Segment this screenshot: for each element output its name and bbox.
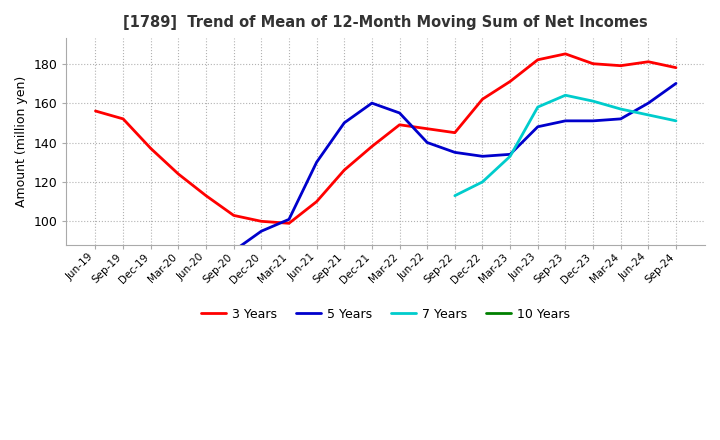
3 Years [340, 168, 348, 173]
3 Years [202, 193, 210, 198]
3 Years [312, 199, 321, 204]
3 Years [395, 122, 404, 128]
7 Years [478, 179, 487, 184]
5 Years [644, 100, 652, 106]
5 Years [230, 248, 238, 253]
3 Years [257, 219, 266, 224]
5 Years [451, 150, 459, 155]
7 Years [589, 99, 598, 104]
5 Years [534, 124, 542, 129]
5 Years [395, 110, 404, 116]
5 Years [423, 140, 431, 145]
3 Years [174, 172, 183, 177]
5 Years [312, 160, 321, 165]
3 Years [230, 213, 238, 218]
5 Years [561, 118, 570, 124]
3 Years [561, 51, 570, 56]
3 Years [146, 146, 155, 151]
5 Years [589, 118, 598, 124]
7 Years [534, 104, 542, 110]
5 Years [478, 154, 487, 159]
3 Years [368, 144, 377, 149]
3 Years [119, 116, 127, 121]
3 Years [672, 65, 680, 70]
7 Years [644, 112, 652, 117]
7 Years [451, 193, 459, 198]
5 Years [368, 100, 377, 106]
7 Years [506, 154, 515, 159]
3 Years [91, 108, 100, 114]
5 Years [672, 81, 680, 86]
5 Years [284, 217, 293, 222]
3 Years [589, 61, 598, 66]
7 Years [672, 118, 680, 124]
3 Years [534, 57, 542, 62]
5 Years [257, 228, 266, 234]
3 Years [423, 126, 431, 132]
7 Years [561, 92, 570, 98]
Line: 3 Years: 3 Years [96, 54, 676, 223]
3 Years [616, 63, 625, 68]
Y-axis label: Amount (million yen): Amount (million yen) [15, 76, 28, 207]
3 Years [506, 79, 515, 84]
Line: 7 Years: 7 Years [455, 95, 676, 196]
Title: [1789]  Trend of Mean of 12-Month Moving Sum of Net Incomes: [1789] Trend of Mean of 12-Month Moving … [123, 15, 648, 30]
Legend: 3 Years, 5 Years, 7 Years, 10 Years: 3 Years, 5 Years, 7 Years, 10 Years [196, 303, 575, 326]
7 Years [616, 106, 625, 112]
5 Years [340, 120, 348, 125]
3 Years [451, 130, 459, 136]
5 Years [506, 152, 515, 157]
3 Years [478, 96, 487, 102]
3 Years [644, 59, 652, 64]
5 Years [616, 116, 625, 121]
3 Years [284, 220, 293, 226]
Line: 5 Years: 5 Years [234, 84, 676, 251]
